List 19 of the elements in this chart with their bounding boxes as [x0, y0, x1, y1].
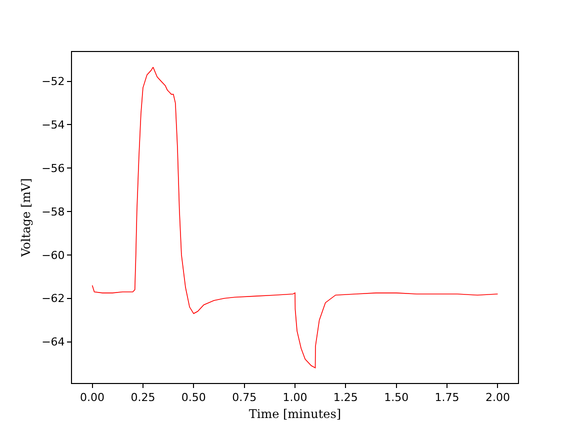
y-tick-label: −58 [42, 205, 65, 218]
y-tick-label: −60 [42, 248, 65, 262]
x-tick-label: 1.50 [384, 391, 409, 404]
y-tick-label: −56 [42, 162, 65, 175]
line-series [92, 66, 498, 368]
x-tick-label: 0.00 [80, 391, 105, 404]
x-tick-label: 1.00 [282, 391, 308, 404]
x-axis-title: Time [minutes] [248, 407, 342, 422]
y-tick-label: −62 [42, 292, 65, 306]
x-tick-label: 2.00 [485, 391, 510, 404]
x-tick-label: 0.75 [232, 391, 257, 404]
x-tick-label: 1.25 [333, 391, 358, 404]
y-axis-title: Voltage [mV] [18, 178, 33, 258]
x-tick-label: 1.75 [434, 391, 460, 404]
y-tick-label: −64 [42, 336, 65, 349]
y-tick-label: −54 [42, 118, 65, 132]
x-tick-label: 0.25 [130, 391, 156, 404]
x-tick-label: 0.50 [181, 391, 206, 404]
y-tick-label: −52 [42, 75, 65, 88]
